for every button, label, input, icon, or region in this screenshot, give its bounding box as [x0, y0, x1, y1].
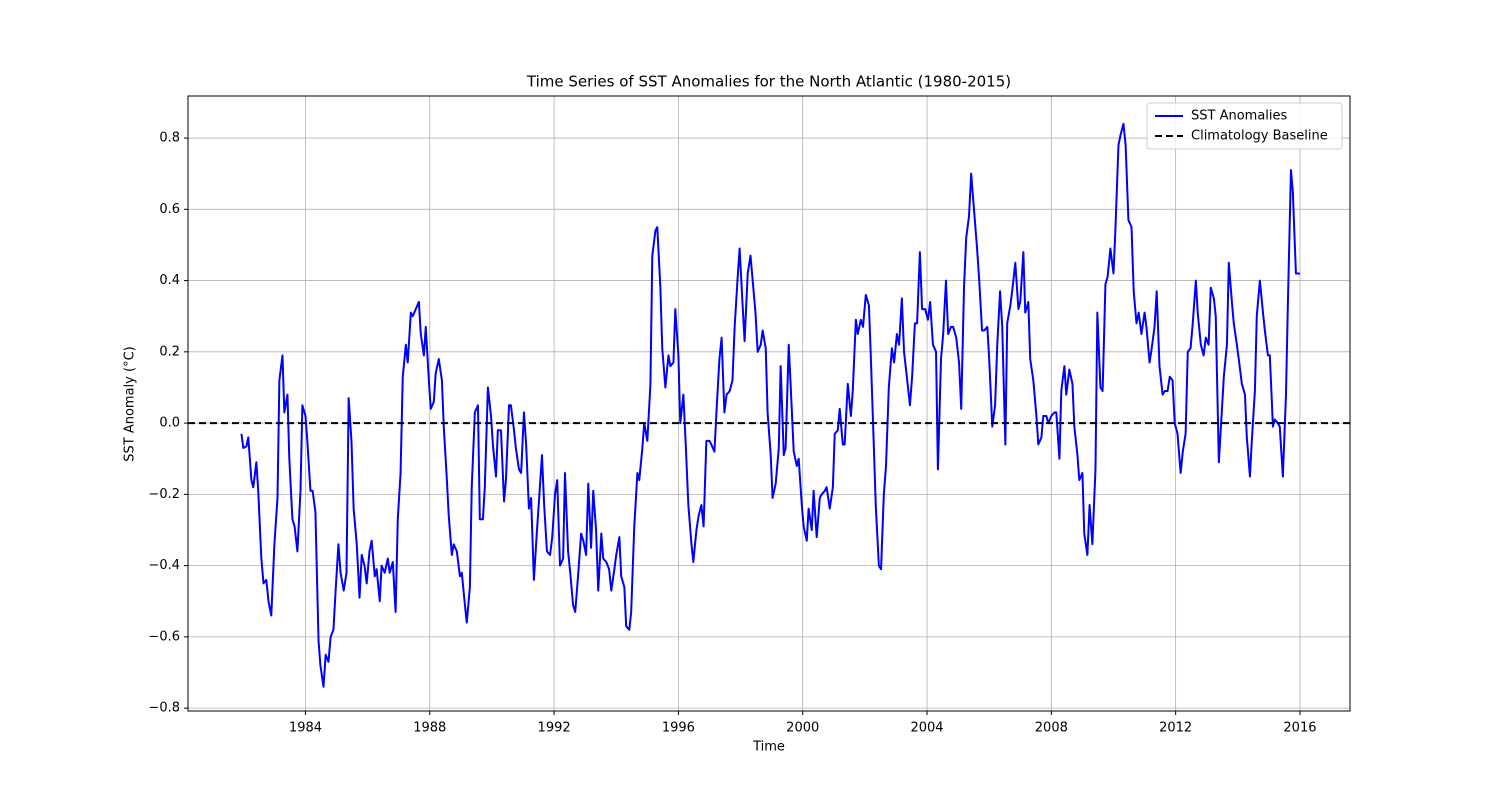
- x-tick-label: 1988: [413, 721, 446, 736]
- legend-box: [1146, 102, 1343, 150]
- data-line: [240, 122, 1300, 688]
- legend-label: Climatology Baseline: [1191, 129, 1328, 144]
- x-tick-label: 1984: [289, 721, 322, 736]
- y-axis-label: SST Anomaly (°C): [123, 346, 138, 461]
- x-tick-label: 2016: [1283, 721, 1316, 736]
- y-tick-label: 0.0: [159, 416, 180, 431]
- legend: SST Anomalies Climatology Baseline: [1146, 102, 1343, 150]
- axes-frame: [187, 95, 1351, 712]
- legend-label: SST Anomalies: [1191, 109, 1288, 124]
- x-tick-label: 2012: [1159, 721, 1192, 736]
- x-tick-label: 1992: [538, 721, 571, 736]
- plot-area: [188, 122, 1350, 688]
- x-axis-label: Time: [752, 740, 785, 755]
- y-tick-label: −0.2: [148, 487, 180, 502]
- y-tick-label: 0.4: [159, 273, 180, 288]
- y-tick-label: 0.8: [159, 131, 180, 146]
- y-tick-label: 0.6: [159, 202, 180, 217]
- y-tick-label: 0.2: [159, 344, 180, 359]
- x-tick-label: 2000: [786, 721, 819, 736]
- y-tick-label: −0.6: [148, 629, 180, 644]
- chart-title: Time Series of SST Anomalies for the Nor…: [526, 73, 1011, 91]
- x-tick-label: 2008: [1035, 721, 1068, 736]
- x-tick-label: 2004: [910, 721, 943, 736]
- x-tick-label: 1996: [662, 721, 695, 736]
- y-tick-label: −0.4: [148, 558, 180, 573]
- y-tick-label: −0.8: [148, 701, 180, 716]
